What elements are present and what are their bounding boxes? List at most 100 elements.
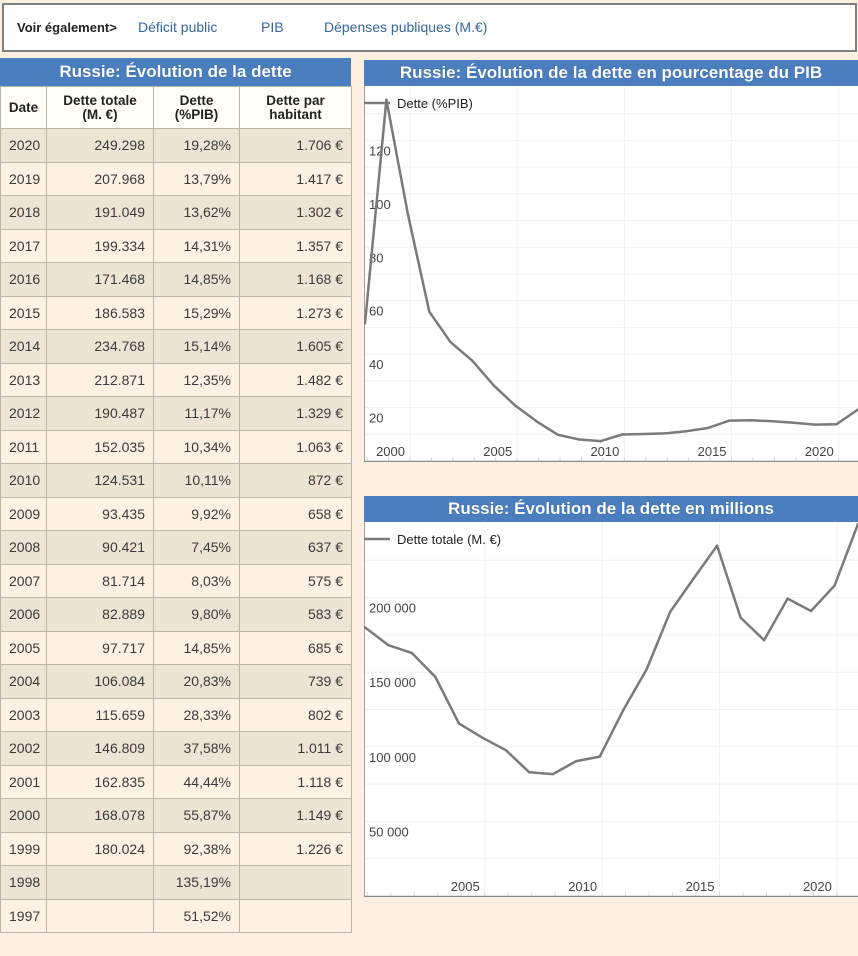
cell-debt-per-capita: 802 € — [239, 697, 352, 732]
cell-debt-per-capita: 1.118 € — [239, 764, 352, 799]
x-tick-label: 2015 — [686, 879, 715, 894]
cell-date: 2002 — [0, 731, 47, 766]
x-tick-label: 2020 — [803, 879, 832, 894]
see-also-label: Voir également> — [17, 20, 117, 35]
cell-debt-per-capita: 1.706 € — [239, 128, 352, 163]
data-point — [835, 422, 838, 426]
debt-table-panel: Russie: Évolution de la dette Date Dette… — [0, 58, 352, 933]
data-point — [449, 341, 452, 344]
table-row: 2012 190.487 11,17% 1.329 € — [0, 396, 352, 431]
cell-debt-pct-gdp: 9,80% — [153, 597, 240, 632]
data-point — [642, 432, 645, 436]
y-tick-label: 50 000 — [369, 824, 409, 839]
data-point — [364, 626, 367, 629]
data-point — [434, 675, 437, 679]
cell-date: 2003 — [0, 697, 47, 732]
cell-debt-per-capita: 583 € — [239, 597, 352, 632]
cell-debt-pct-gdp: 20,83% — [153, 664, 240, 699]
cell-date: 2018 — [0, 195, 47, 230]
cell-date: 2009 — [0, 496, 47, 531]
link-depenses-publiques[interactable]: Dépenses publiques (M.€) — [324, 19, 488, 35]
cell-total-debt: 162.835 — [46, 764, 154, 799]
cell-total-debt: 81.714 — [46, 563, 154, 598]
table-row: 2013 212.871 12,35% 1.482 € — [0, 362, 352, 397]
cell-debt-pct-gdp: 9,92% — [153, 496, 240, 531]
y-tick-label: 40 — [369, 357, 383, 372]
chart-debt-millions-plot: 2005 2010 2015 2020 50 000 100 000 150 000 200 … — [364, 522, 858, 897]
cell-date: 2001 — [0, 764, 47, 799]
y-tick-label: 100 — [369, 197, 391, 212]
table-row: 2001 162.835 44,44% 1.118 € — [0, 764, 352, 799]
cell-debt-pct-gdp: 92,38% — [153, 831, 240, 866]
cell-date: 1997 — [0, 898, 47, 933]
header-date: Date — [0, 86, 47, 129]
cell-debt-per-capita: 739 € — [239, 664, 352, 699]
cell-date: 2000 — [0, 798, 47, 833]
cell-debt-per-capita — [239, 898, 352, 933]
cell-total-debt: 207.968 — [46, 161, 154, 196]
data-point — [809, 609, 813, 613]
table-row: 2019 207.968 13,79% 1.417 € — [0, 161, 352, 196]
chart-debt-pct-gdp-plot: 2000 2005 2010 2015 202020406080100120Dette … — [364, 86, 858, 462]
cell-debt-per-capita: 575 € — [239, 563, 352, 598]
see-also-bar: Voir également> Déficit public PIB Dépen… — [2, 3, 857, 52]
legend-label: Dette totale (M. €) — [397, 532, 501, 547]
header-total-debt: Dette totale (M. €) — [46, 86, 154, 129]
cell-total-debt: 190.487 — [46, 396, 154, 431]
cell-total-debt: 97.717 — [46, 630, 154, 665]
cell-total-debt: 249.298 — [46, 128, 154, 163]
data-point — [792, 421, 795, 424]
data-point — [728, 419, 731, 422]
cell-total-debt: 90.421 — [46, 530, 154, 565]
data-point — [622, 708, 625, 712]
header-date-label: Date — [8, 99, 39, 115]
cell-debt-per-capita: 1.605 € — [239, 329, 352, 364]
x-tick-label: 2005 — [483, 444, 512, 459]
data-point — [706, 426, 710, 430]
table-row: 2002 146.809 37,58% 1.011 € — [0, 731, 352, 766]
table-row: 2016 171.468 14,85% 1.168 € — [0, 262, 352, 297]
x-tick-label: 2020 — [805, 444, 834, 459]
data-point — [406, 213, 410, 216]
data-point — [535, 420, 538, 423]
data-point — [556, 433, 560, 437]
cell-debt-pct-gdp: 55,87% — [153, 798, 240, 833]
data-point — [621, 433, 624, 436]
link-pib[interactable]: PIB — [261, 19, 284, 35]
cell-total-debt: 199.334 — [46, 228, 154, 263]
data-point — [749, 418, 753, 422]
cell-total-debt — [46, 865, 154, 900]
cell-debt-per-capita: 872 € — [239, 463, 352, 498]
link-deficit-public[interactable]: Déficit public — [138, 19, 218, 35]
cell-total-debt: 93.435 — [46, 496, 154, 531]
table-row: 1999 180.024 92,38% 1.226 € — [0, 831, 352, 866]
data-point — [598, 755, 601, 758]
data-point — [771, 420, 774, 423]
data-point — [513, 404, 517, 407]
legend-label: Dette (%PIB) — [397, 96, 473, 111]
table-row: 2011 152.035 10,34% 1.063 € — [0, 429, 352, 464]
cell-total-debt: 115.659 — [46, 697, 154, 732]
data-point — [504, 749, 508, 752]
table-header-row: Date Dette totale (M. €) Dette (%PIB) Dett… — [0, 86, 352, 129]
x-tick-label: 2010 — [568, 879, 597, 894]
y-tick-label: 20 — [369, 411, 383, 426]
table-row: 2004 106.084 20,83% 739 € — [0, 664, 352, 699]
data-point — [762, 638, 766, 642]
cell-total-debt: 191.049 — [46, 195, 154, 230]
cell-debt-pct-gdp: 44,44% — [153, 764, 240, 799]
x-tick-label: 2005 — [451, 879, 480, 894]
table-row: 2014 234.768 15,14% 1.605 € — [0, 329, 352, 364]
debt-table-body: 2020 249.298 19,28% 1.706 €2019 207.968 13,79… — [0, 128, 352, 933]
data-point — [551, 772, 555, 776]
table-row: 2015 186.583 15,29% 1.273 € — [0, 295, 352, 330]
table-row: 1998 135,19% — [0, 865, 352, 900]
data-point — [813, 423, 817, 426]
y-tick-label: 120 — [369, 143, 391, 158]
table-row: 2008 90.421 7,45% 637 € — [0, 530, 352, 565]
data-point — [528, 771, 531, 774]
data-point — [575, 759, 578, 763]
cell-debt-pct-gdp: 12,35% — [153, 362, 240, 397]
cell-debt-pct-gdp: 14,85% — [153, 262, 240, 297]
table-row: 2010 124.531 10,11% 872 € — [0, 463, 352, 498]
